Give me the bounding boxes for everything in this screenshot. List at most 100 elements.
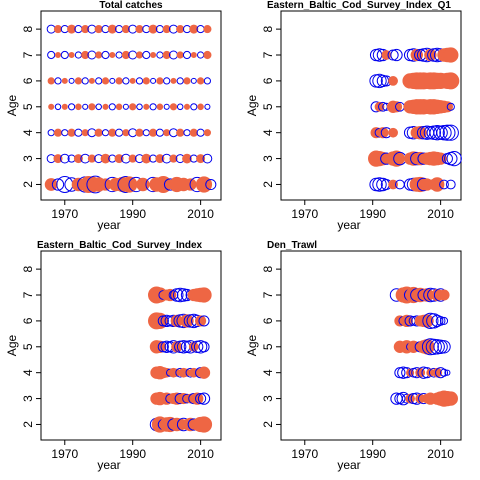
y-tick-label: 3 bbox=[21, 395, 35, 402]
positive-residual-bubble bbox=[203, 129, 211, 137]
positive-residual-bubble bbox=[410, 48, 423, 62]
negative-residual-bubble bbox=[372, 177, 387, 192]
y-tick-label: 7 bbox=[21, 291, 35, 298]
positive-residual-bubble bbox=[438, 289, 450, 301]
positive-residual-bubble bbox=[135, 25, 144, 34]
positive-residual-bubble bbox=[155, 154, 165, 164]
positive-residual-bubble bbox=[100, 153, 111, 164]
positive-residual-bubble bbox=[163, 129, 171, 137]
positive-residual-bubble bbox=[191, 392, 204, 405]
x-tick-label: 1970 bbox=[291, 447, 318, 461]
y-tick-label: 2 bbox=[261, 421, 275, 428]
positive-residual-bubble bbox=[67, 24, 77, 34]
positive-residual-bubble bbox=[141, 153, 152, 164]
x-axis-label: year bbox=[337, 218, 360, 232]
negative-residual-bubble bbox=[203, 77, 211, 85]
negative-residual-bubble bbox=[202, 153, 213, 164]
positive-residual-bubble bbox=[189, 24, 199, 34]
negative-residual-bubble bbox=[156, 51, 164, 59]
negative-residual-bubble bbox=[149, 103, 157, 111]
negative-residual-bubble bbox=[155, 128, 164, 137]
negative-residual-bubble bbox=[68, 77, 75, 84]
y-tick-label: 5 bbox=[21, 343, 35, 350]
negative-residual-bubble bbox=[390, 48, 403, 62]
x-axis-label: year bbox=[97, 218, 120, 232]
x-tick-label: 2010 bbox=[187, 207, 214, 221]
positive-residual-bubble bbox=[443, 391, 458, 406]
negative-residual-bubble bbox=[422, 312, 439, 329]
negative-residual-bubble bbox=[173, 287, 188, 303]
y-tick-label: 8 bbox=[21, 25, 35, 32]
x-tick-label: 1970 bbox=[51, 447, 78, 461]
negative-residual-bubble bbox=[101, 50, 110, 60]
positive-residual-bubble bbox=[61, 103, 68, 110]
negative-residual-bubble bbox=[433, 339, 448, 354]
y-tick-label: 2 bbox=[21, 181, 35, 188]
negative-residual-bubble bbox=[442, 124, 459, 141]
bubbles bbox=[44, 24, 217, 194]
negative-residual-bubble bbox=[439, 124, 456, 141]
y-tick-label: 4 bbox=[261, 369, 275, 376]
negative-residual-bubble bbox=[429, 339, 445, 355]
positive-residual-bubble bbox=[195, 315, 207, 327]
positive-residual-bubble bbox=[108, 128, 117, 137]
positive-residual-bubble bbox=[115, 77, 123, 85]
negative-residual-bubble bbox=[142, 129, 150, 137]
y-tick-label: 7 bbox=[261, 291, 275, 298]
positive-residual-bubble bbox=[156, 77, 164, 85]
y-axis-label: Age bbox=[245, 335, 259, 357]
y-tick-label: 3 bbox=[21, 155, 35, 162]
y-tick-label: 2 bbox=[21, 421, 35, 428]
negative-residual-bubble bbox=[101, 129, 110, 137]
positive-residual-bubble bbox=[183, 77, 191, 85]
positive-residual-bubble bbox=[88, 103, 96, 111]
positive-residual-bubble bbox=[195, 416, 213, 433]
negative-residual-bubble bbox=[425, 338, 442, 355]
negative-residual-bubble bbox=[60, 50, 69, 60]
negative-residual-bubble bbox=[435, 316, 446, 326]
x-tick-label: 1990 bbox=[119, 207, 146, 221]
panel-survey-index-q1: Eastern_Baltic_Cod_Survey_Index_Q1 year … bbox=[245, 0, 462, 232]
x-tick-label: 2010 bbox=[187, 447, 214, 461]
y-tick-label: 4 bbox=[261, 129, 275, 136]
panel-title: Total catches bbox=[99, 0, 163, 11]
positive-residual-bubble bbox=[170, 77, 177, 84]
positive-residual-bubble bbox=[81, 129, 89, 137]
x-tick-label: 1990 bbox=[119, 447, 146, 461]
negative-residual-bubble bbox=[426, 313, 442, 329]
positive-residual-bubble bbox=[388, 127, 398, 138]
positive-residual-bubble bbox=[183, 103, 191, 110]
positive-residual-bubble bbox=[47, 77, 55, 85]
positive-residual-bubble bbox=[88, 77, 95, 84]
negative-residual-bubble bbox=[439, 179, 449, 190]
positive-residual-bubble bbox=[53, 25, 63, 34]
positive-residual-bubble bbox=[81, 25, 90, 34]
x-axis-label: year bbox=[337, 458, 360, 472]
positive-residual-bubble bbox=[94, 25, 103, 34]
positive-residual-bubble bbox=[390, 101, 403, 113]
plot-frame bbox=[280, 10, 462, 201]
positive-residual-bubble bbox=[81, 50, 90, 60]
x-tick-label: 1990 bbox=[359, 207, 386, 221]
negative-residual-bubble bbox=[163, 103, 170, 110]
bubbles bbox=[368, 47, 462, 193]
negative-residual-bubble bbox=[182, 50, 192, 60]
x-tick-label: 2010 bbox=[427, 447, 454, 461]
positive-residual-bubble bbox=[374, 101, 385, 112]
negative-residual-bubble bbox=[439, 368, 449, 377]
positive-residual-bubble bbox=[122, 129, 130, 137]
negative-residual-bubble bbox=[204, 103, 211, 110]
positive-residual-bubble bbox=[53, 154, 63, 164]
x-tick-label: 1970 bbox=[291, 207, 318, 221]
y-tick-label: 5 bbox=[261, 103, 275, 110]
positive-residual-bubble bbox=[150, 51, 157, 59]
panel-title: Eastern_Baltic_Cod_Survey_Index_Q1 bbox=[267, 0, 451, 11]
positive-residual-bubble bbox=[197, 103, 204, 111]
positive-residual-bubble bbox=[121, 25, 130, 34]
y-axis-label: Age bbox=[5, 95, 19, 117]
y-tick-label: 5 bbox=[21, 103, 35, 110]
positive-residual-bubble bbox=[196, 287, 212, 303]
positive-residual-bubble bbox=[196, 154, 206, 164]
positive-residual-bubble bbox=[68, 51, 75, 59]
negative-residual-bubble bbox=[446, 102, 455, 111]
